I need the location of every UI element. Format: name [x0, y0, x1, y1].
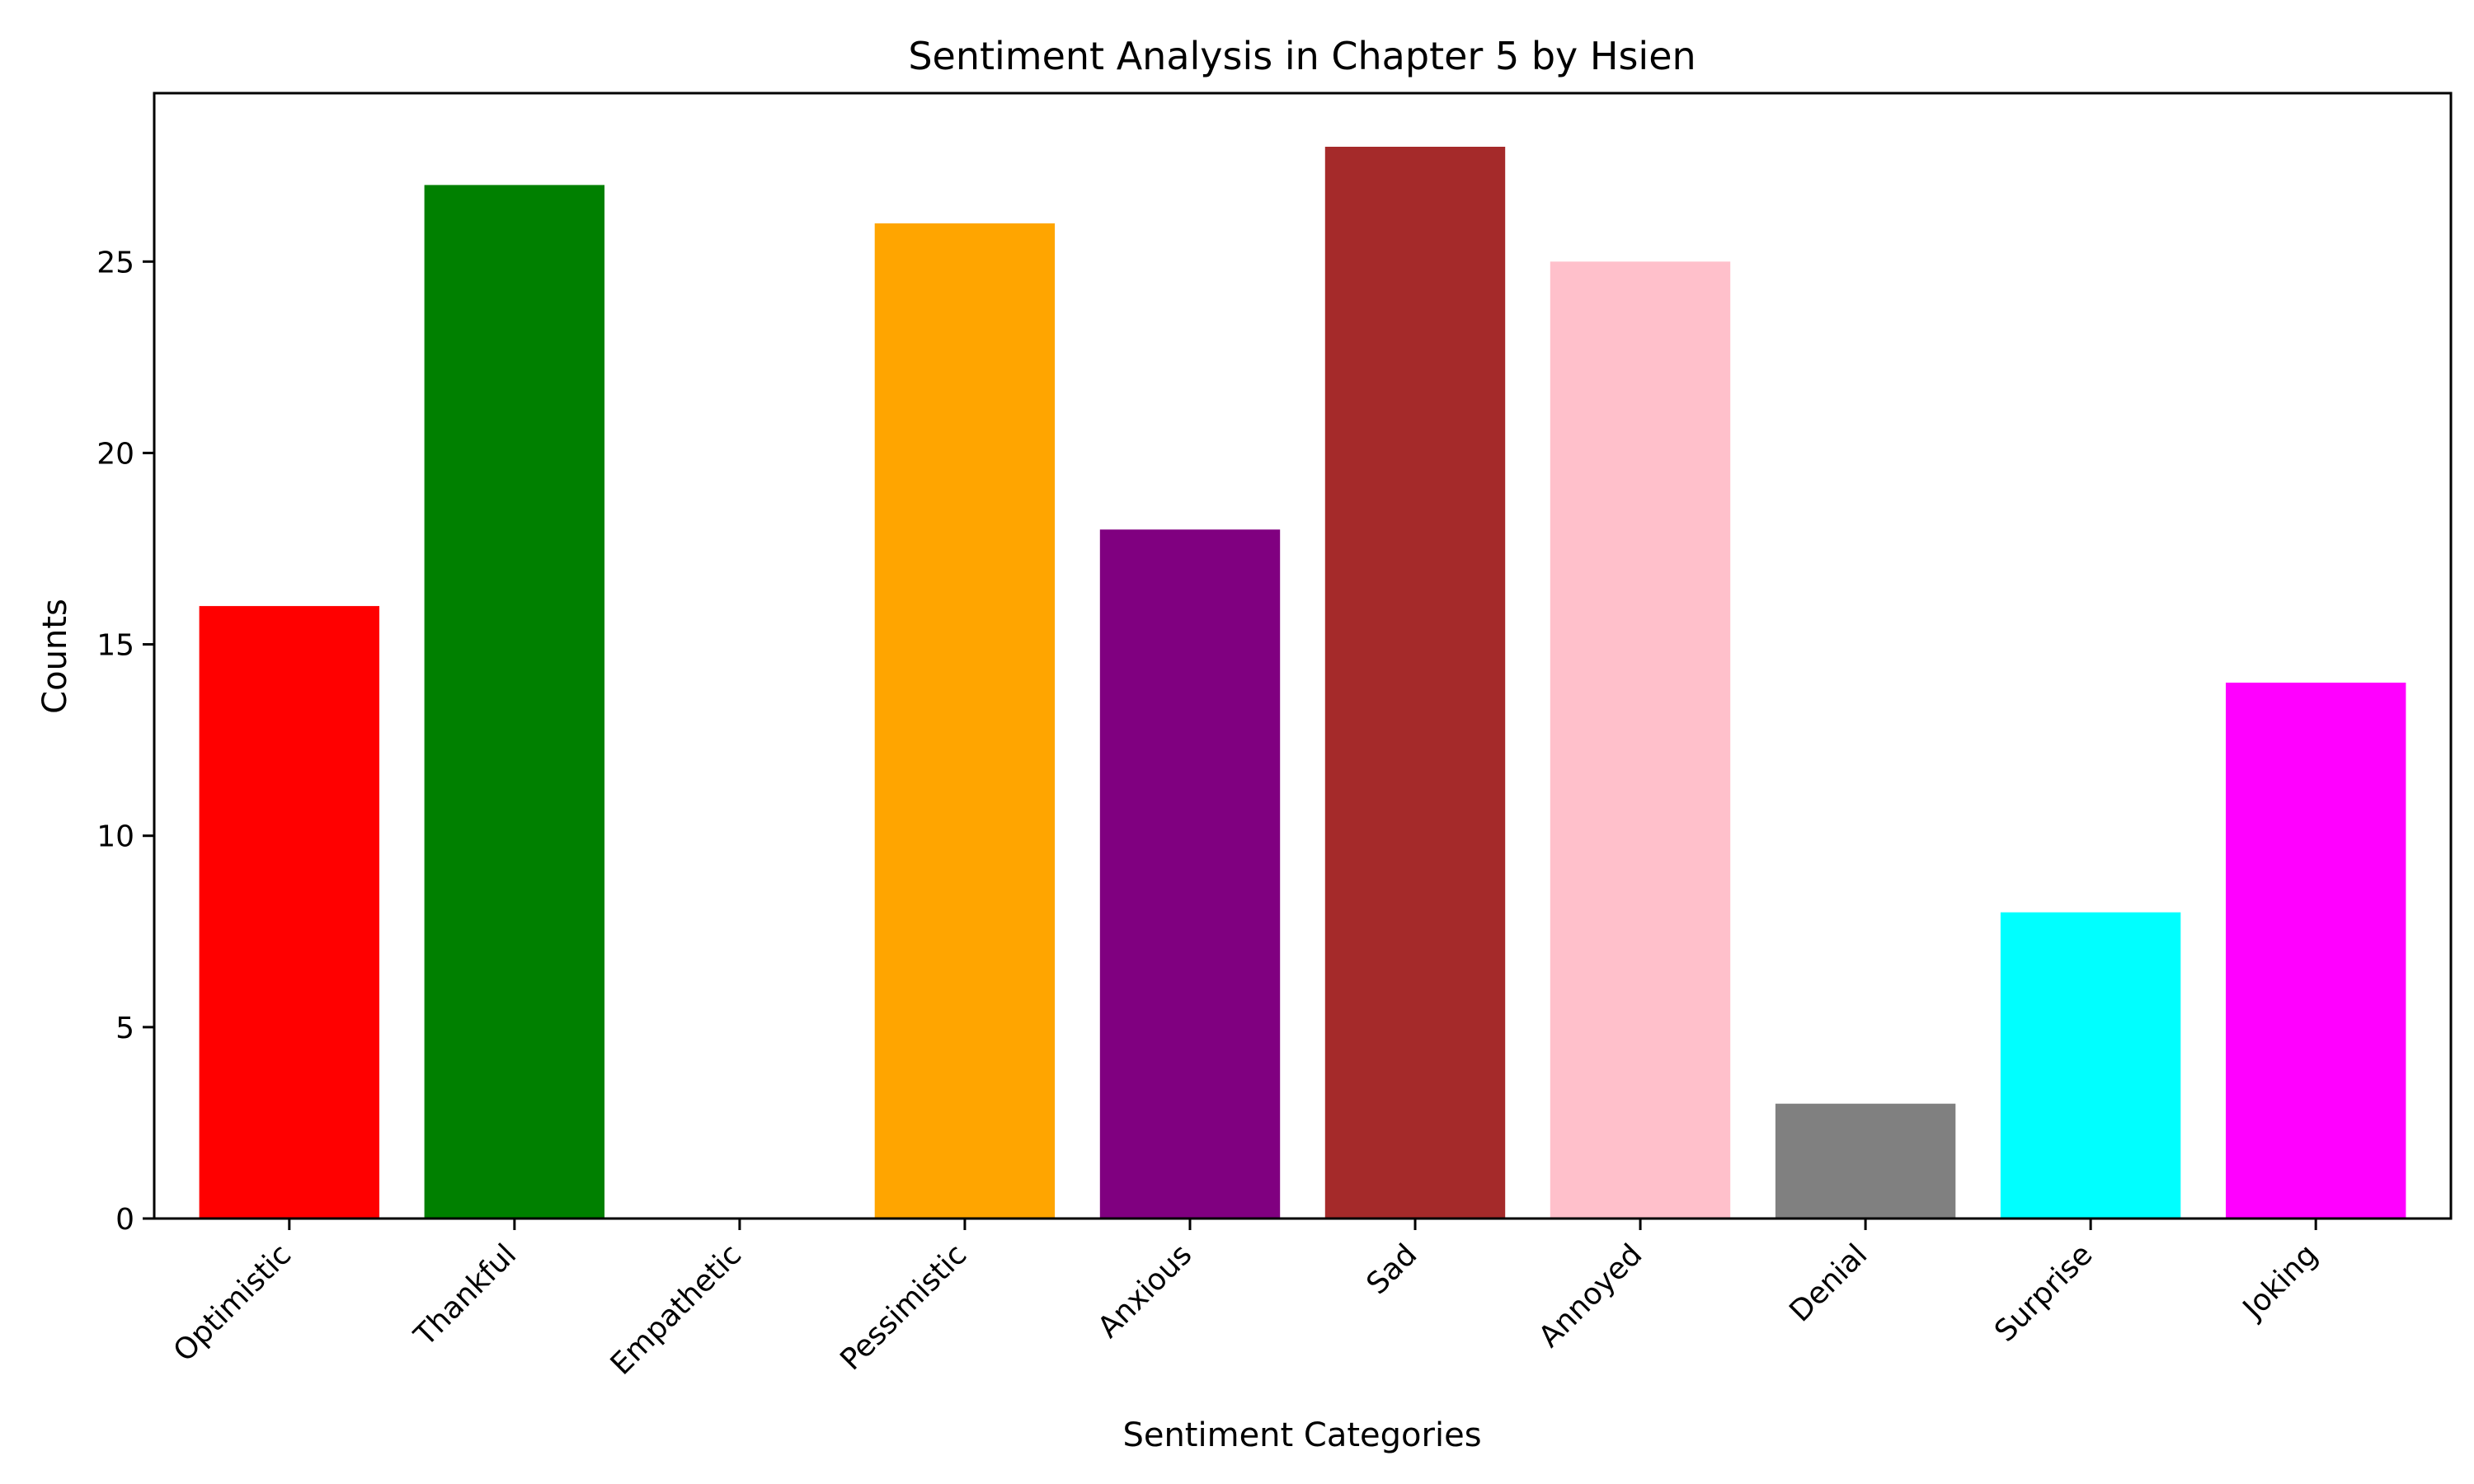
x-axis-label: Sentiment Categories: [1122, 1416, 1481, 1454]
x-tick-label: Denial: [1783, 1237, 1874, 1328]
y-tick-label: 10: [96, 820, 134, 854]
chart-title: Sentiment Analysis in Chapter 5 by Hsien: [908, 34, 1696, 78]
x-tick-label: Joking: [2236, 1237, 2325, 1327]
y-tick-label: 5: [115, 1012, 134, 1045]
x-tick-label: Anxious: [1092, 1237, 1199, 1345]
y-axis-label: Counts: [36, 599, 74, 714]
y-tick-label: 15: [96, 629, 134, 663]
y-axis-ticks: 0 5 10 15 20 25: [96, 246, 154, 1237]
bar-sad: [1324, 147, 1506, 1219]
bar-pessimistic: [874, 223, 1056, 1219]
x-tick-label: Surprise: [1988, 1237, 2099, 1348]
x-tick-label: Annoyed: [1532, 1237, 1649, 1354]
axes-frame: [153, 92, 2453, 1220]
bar-denial: [1775, 1103, 1956, 1219]
bar-anxious: [1099, 529, 1281, 1219]
bar-thankful: [424, 185, 604, 1219]
x-axis-ticks: Optimistic Thankful Empathetic Pessimistic A…: [167, 1219, 2325, 1382]
bar-surprise: [2000, 912, 2181, 1219]
x-tick-label: Thankful: [407, 1237, 523, 1353]
y-tick-label: 0: [115, 1203, 134, 1237]
x-tick-label: Sad: [1360, 1237, 1423, 1301]
y-tick-label: 20: [96, 437, 134, 471]
bar-optimistic: [199, 606, 379, 1219]
x-tick-label: Empathetic: [604, 1237, 748, 1381]
y-tick-label: 25: [96, 246, 134, 279]
bar-joking: [2226, 683, 2406, 1219]
x-tick-label: Optimistic: [167, 1237, 298, 1368]
x-tick-label: Pessimistic: [834, 1237, 973, 1377]
bar-annoyed: [1550, 261, 1731, 1219]
plot-area: [199, 147, 2406, 1219]
